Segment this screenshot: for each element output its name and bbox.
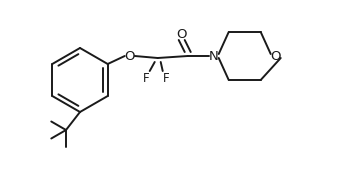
Text: N: N xyxy=(209,49,219,62)
Text: O: O xyxy=(125,49,135,62)
Text: F: F xyxy=(142,71,149,84)
Text: F: F xyxy=(163,71,169,84)
Text: O: O xyxy=(176,28,187,40)
Text: O: O xyxy=(270,49,281,62)
